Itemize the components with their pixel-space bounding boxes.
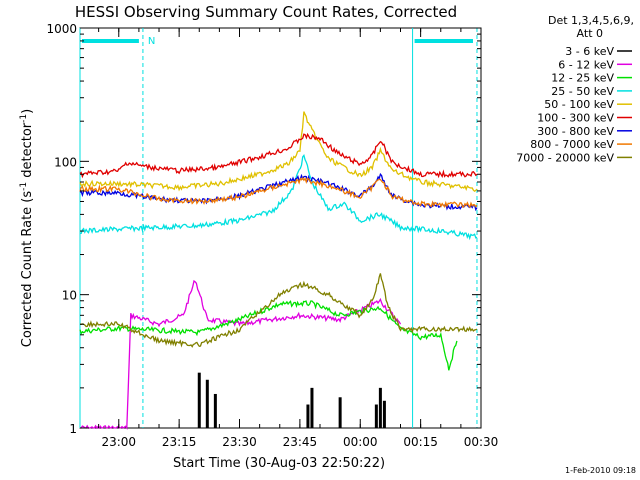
- flag-layer: N: [79, 28, 478, 428]
- chart-title: HESSI Observing Summary Count Rates, Cor…: [75, 3, 457, 21]
- series-100-300-kev: [79, 132, 478, 179]
- legend-label: 50 - 100 keV: [544, 98, 614, 111]
- legend-label: 25 - 50 keV: [551, 85, 614, 98]
- y-axis-label-part1: Corrected Count Rate (s: [20, 191, 35, 348]
- legend-label: 7000 - 20000 keV: [516, 151, 614, 164]
- axes-layer: 23:00 23:15 23:30 23:45 00:00 00:15 00:30 1 10 10…: [46, 22, 498, 449]
- y-axis-label: Corrected Count Rate (s-1 detector-1): [19, 109, 35, 347]
- x-tick-label: 23:00: [101, 435, 136, 449]
- y-tick-label: 1: [69, 422, 77, 436]
- night-bar: [414, 39, 473, 43]
- x-tick-label: 00:30: [464, 435, 499, 449]
- x-tick-label: 23:15: [162, 435, 197, 449]
- legend-label: 100 - 300 keV: [537, 112, 614, 125]
- legend-header-line2: Att 0: [577, 27, 603, 40]
- y-axis-label-sup2: -1: [19, 114, 29, 123]
- series-3-6-kev: [197, 372, 386, 428]
- x-tick-label: 00:15: [403, 435, 438, 449]
- y-axis-label-part3: ): [20, 109, 35, 114]
- y-tick-label: 1000: [46, 22, 77, 36]
- legend-label: 3 - 6 keV: [565, 45, 614, 58]
- legend-label: 12 - 25 keV: [551, 72, 614, 85]
- series-800-7000-kev: [79, 176, 478, 209]
- series-layer: [79, 111, 478, 430]
- series-7000-20000-kev: [79, 273, 478, 348]
- series-6-12-kev: [80, 279, 402, 430]
- legend-label: 300 - 800 keV: [537, 125, 614, 138]
- series-12-25-kev: [79, 300, 458, 371]
- series-25-50-kev: [80, 153, 478, 241]
- y-axis-label-sup1: -1: [19, 182, 29, 191]
- legend-header-line1: Det 1,3,4,5,6,9,: [548, 14, 634, 27]
- legend-label: 800 - 7000 keV: [530, 138, 614, 151]
- legend-label: 6 - 12 keV: [558, 58, 614, 71]
- y-tick-label: 10: [62, 289, 77, 303]
- x-axis-label: Start Time (30-Aug-03 22:50:22): [173, 456, 385, 471]
- night-bar: [82, 39, 139, 43]
- night-flag-label: N: [148, 36, 155, 47]
- y-axis-label-part2: detector: [20, 122, 35, 182]
- series-50-100-kev: [79, 111, 478, 193]
- x-tick-label: 23:30: [222, 435, 257, 449]
- x-tick-label: 00:00: [343, 435, 378, 449]
- footer-date: 1-Feb-2010 09:18: [565, 466, 636, 475]
- x-tick-label: 23:45: [283, 435, 318, 449]
- y-tick-label: 100: [54, 155, 77, 169]
